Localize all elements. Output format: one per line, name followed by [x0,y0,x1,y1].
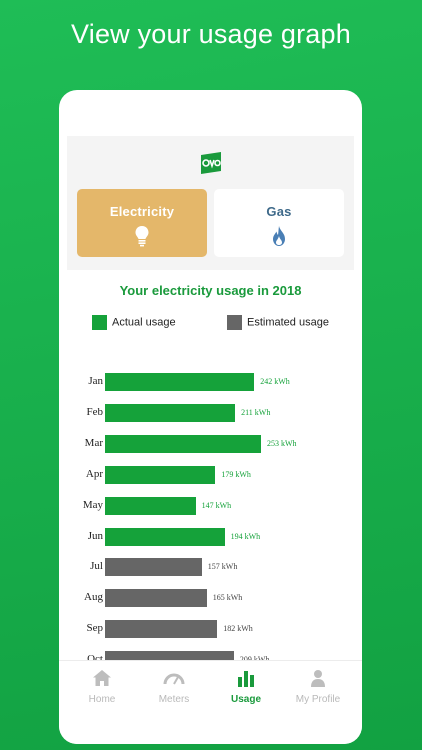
legend-estimated-swatch [227,315,242,330]
actual-usage-bar[interactable] [105,373,255,391]
month-label: Jan [88,375,103,387]
legend-estimated: Estimated usage [227,315,329,330]
usage-card: Your electricity usage in 2018 Actual us… [67,270,354,670]
month-label: Jul [90,560,103,573]
usage-value-label: 194 kWh [230,531,261,541]
nav-meters[interactable]: Meters [139,669,209,705]
bar-row-aug: Aug 165 kWh [67,588,354,608]
flame-icon [273,226,285,246]
tab-electricity[interactable]: Electricity [77,189,207,257]
estimated-usage-bar[interactable] [105,620,218,639]
actual-usage-bar[interactable] [105,465,216,484]
bar-row-mar: Mar 253 kWh [67,434,354,454]
phone-frame: Electricity Gas Your electricity usage i… [59,90,362,744]
actual-usage-bar[interactable] [105,527,225,546]
nav-my-profile[interactable]: My Profile [283,669,353,705]
legend-estimated-label: Estimated usage [247,316,329,329]
bottom-tab-bar: Home Meters Usage My Profile [59,660,362,744]
legend-actual: Actual usage [92,315,176,330]
nav-home-label: Home [88,694,116,705]
estimated-usage-bar[interactable] [105,589,207,608]
usage-title: Your electricity usage in 2018 [119,283,302,298]
nav-home[interactable]: Home [67,669,137,705]
lightbulb-icon [135,226,149,247]
month-label: May [82,498,103,511]
actual-usage-bar[interactable] [105,496,196,515]
oye-logo-icon [201,152,221,174]
nav-usage[interactable]: Usage [211,669,281,705]
bar-row-jun: Jun 194 kWh [67,527,354,547]
legend-actual-swatch [92,315,107,330]
usage-value-label: 242 kWh [260,377,290,386]
usage-value-label: 209 kWh [240,655,270,664]
home-icon [93,670,111,686]
nav-profile-label: My Profile [295,694,341,705]
month-label: Feb [86,405,104,418]
month-label: Sep [86,622,104,635]
month-label: Apr [85,467,103,480]
usage-value-label: 211 kWh [241,407,271,417]
actual-usage-bar[interactable] [105,403,236,422]
bar-row-feb: Feb 211 kWh [67,403,354,423]
estimated-usage-bar[interactable] [105,558,202,577]
usage-value-label: 182 kWh [223,624,253,634]
usage-value-label: 157 kWh [207,562,238,572]
bar-row-jul: Jul 157 kWh [67,557,354,577]
tab-gas-label: Gas [266,204,292,219]
bar-row-sep: Sep 182 kWh [67,619,354,639]
profile-icon [311,670,325,687]
actual-usage-bar[interactable] [105,434,261,453]
usage-value-label: 179 kWh [221,469,251,479]
bar-row-apr: Apr 179 kWh [67,465,354,485]
month-label: Aug [84,591,103,604]
headline: View your usage graph [71,19,351,49]
bar-row-may: May 147 kWh [67,496,354,516]
usage-bar-chart: Jan 242 kWh Feb 211 kWh Mar 253 kWh Apr 179 kWh… [67,270,354,670]
bar-chart-icon [238,671,254,687]
tab-gas[interactable]: Gas [214,189,344,257]
usage-value-label: 165 kWh [212,593,243,603]
meter-gauge-icon [163,673,185,685]
month-label: Mar [84,436,103,449]
usage-value-label: 253 kWh [267,438,297,448]
legend-actual-label: Actual usage [112,316,176,329]
app-header: Electricity Gas [67,136,354,270]
month-label: Jun [87,529,103,542]
nav-usage-label: Usage [230,694,261,705]
nav-meters-label: Meters [158,694,190,705]
bar-row-jan: Jan 242 kWh [67,372,354,392]
usage-value-label: 147 kWh [201,500,232,510]
tab-electricity-label: Electricity [109,204,175,219]
